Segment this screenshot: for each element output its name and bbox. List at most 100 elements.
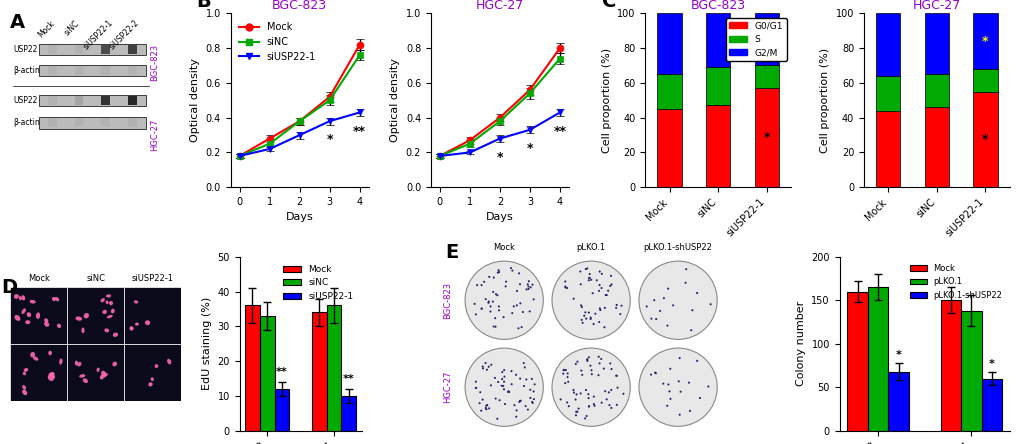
Circle shape xyxy=(594,313,596,315)
Circle shape xyxy=(568,405,570,407)
Circle shape xyxy=(654,318,656,320)
Circle shape xyxy=(679,391,681,393)
Circle shape xyxy=(515,416,517,418)
Circle shape xyxy=(573,392,575,394)
Circle shape xyxy=(603,326,605,328)
Circle shape xyxy=(599,309,601,311)
FancyBboxPatch shape xyxy=(74,45,84,54)
Circle shape xyxy=(500,371,502,373)
Text: *: * xyxy=(981,35,987,48)
Circle shape xyxy=(695,360,698,362)
Circle shape xyxy=(564,382,566,384)
Circle shape xyxy=(614,375,616,377)
Circle shape xyxy=(695,292,697,294)
Circle shape xyxy=(603,390,605,392)
Bar xyxy=(657,109,681,187)
Circle shape xyxy=(493,317,495,319)
FancyBboxPatch shape xyxy=(39,117,146,128)
Circle shape xyxy=(489,305,491,307)
Circle shape xyxy=(709,303,711,305)
Bar xyxy=(924,13,948,74)
Text: Mock: Mock xyxy=(36,19,56,39)
Ellipse shape xyxy=(48,373,54,377)
Circle shape xyxy=(510,267,512,269)
Bar xyxy=(245,305,260,431)
Circle shape xyxy=(591,292,593,294)
Circle shape xyxy=(566,287,568,289)
Title: BGC-823: BGC-823 xyxy=(272,0,327,12)
Bar xyxy=(924,74,948,107)
Text: siUSP22-1: siUSP22-1 xyxy=(82,19,114,52)
Text: **: ** xyxy=(553,125,566,138)
Circle shape xyxy=(665,325,667,327)
Circle shape xyxy=(559,398,561,400)
Circle shape xyxy=(481,367,484,369)
Text: BGC-823: BGC-823 xyxy=(150,44,159,80)
Circle shape xyxy=(603,307,605,309)
Circle shape xyxy=(517,327,519,329)
Circle shape xyxy=(580,369,582,372)
Ellipse shape xyxy=(167,359,171,365)
Bar xyxy=(754,88,779,187)
Text: *: * xyxy=(987,359,994,369)
Circle shape xyxy=(576,411,578,413)
Bar xyxy=(754,66,779,88)
Circle shape xyxy=(496,272,498,274)
Circle shape xyxy=(691,309,693,311)
FancyBboxPatch shape xyxy=(48,45,57,54)
Ellipse shape xyxy=(48,351,52,355)
Circle shape xyxy=(564,286,567,289)
Circle shape xyxy=(525,378,527,381)
Circle shape xyxy=(510,370,512,372)
Ellipse shape xyxy=(112,361,117,366)
Circle shape xyxy=(600,273,602,275)
FancyBboxPatch shape xyxy=(101,66,110,75)
Circle shape xyxy=(488,276,490,278)
Circle shape xyxy=(584,268,586,270)
Circle shape xyxy=(592,403,594,405)
Circle shape xyxy=(479,391,481,393)
Circle shape xyxy=(597,290,599,292)
Circle shape xyxy=(584,311,586,313)
Circle shape xyxy=(575,414,577,416)
Text: *: * xyxy=(981,133,987,146)
Circle shape xyxy=(518,272,520,274)
Circle shape xyxy=(564,281,566,282)
Ellipse shape xyxy=(104,329,109,333)
Ellipse shape xyxy=(49,372,54,376)
Bar xyxy=(657,13,681,74)
Circle shape xyxy=(513,305,515,307)
FancyBboxPatch shape xyxy=(127,119,137,127)
Circle shape xyxy=(602,368,604,369)
Text: pLKO.1-shUSP22: pLKO.1-shUSP22 xyxy=(643,242,712,252)
Circle shape xyxy=(496,418,498,420)
Circle shape xyxy=(608,285,610,287)
Circle shape xyxy=(666,288,668,289)
Circle shape xyxy=(577,408,579,410)
Circle shape xyxy=(511,270,513,272)
Circle shape xyxy=(523,362,525,364)
Text: USP22: USP22 xyxy=(13,45,38,54)
Circle shape xyxy=(488,407,490,409)
Circle shape xyxy=(678,357,680,359)
Ellipse shape xyxy=(101,298,105,302)
Circle shape xyxy=(615,375,618,377)
Circle shape xyxy=(474,387,476,389)
Circle shape xyxy=(581,322,583,324)
Circle shape xyxy=(516,290,518,292)
Ellipse shape xyxy=(75,317,83,321)
Circle shape xyxy=(531,284,533,286)
Text: HGC-27: HGC-27 xyxy=(150,119,159,151)
Circle shape xyxy=(586,360,588,362)
Circle shape xyxy=(511,312,513,314)
Circle shape xyxy=(489,310,491,313)
Circle shape xyxy=(667,390,669,392)
Circle shape xyxy=(518,401,520,403)
Circle shape xyxy=(580,306,582,308)
Ellipse shape xyxy=(102,310,107,314)
Circle shape xyxy=(490,364,492,366)
Ellipse shape xyxy=(55,297,59,301)
Circle shape xyxy=(502,388,504,390)
Circle shape xyxy=(615,304,618,306)
Circle shape xyxy=(502,316,504,318)
